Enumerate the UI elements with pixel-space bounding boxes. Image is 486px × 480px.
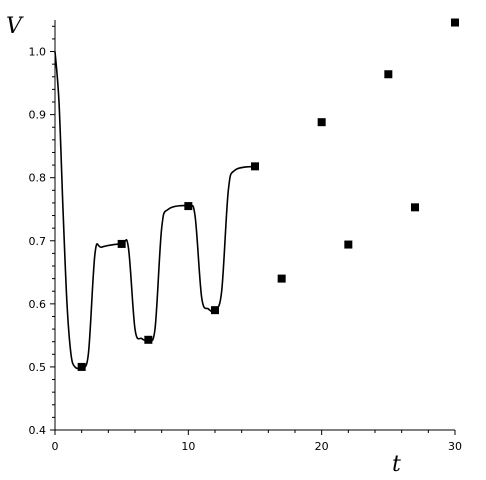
ticks: 0 10 20 30 0.4 0.5 0.6 0.7 0.8 0.9 1.0 [29, 25, 462, 453]
data-point-marker [211, 306, 219, 315]
y-tick-label: 0.5 [29, 361, 47, 374]
data-point-marker [317, 118, 326, 127]
data-point-marker [277, 274, 286, 283]
axes [54, 20, 455, 431]
data-point-marker [384, 70, 393, 79]
data-point-marker [451, 18, 459, 27]
data-point-marker [117, 239, 126, 248]
x-tick-label: 0 [52, 440, 59, 453]
data-point-marker [144, 335, 153, 344]
series-markers-group [77, 18, 459, 371]
y-tick-label: 0.7 [29, 235, 47, 248]
y-tick-label: 0.8 [29, 172, 47, 185]
y-tick-label: 0.6 [29, 298, 47, 311]
y-tick-label: 0.4 [29, 424, 47, 437]
series-line [54, 51, 256, 370]
y-axis-title: V [6, 14, 24, 39]
data-point-marker [411, 203, 419, 212]
data-point-marker [77, 362, 86, 371]
x-axis-title: t [392, 452, 401, 477]
x-tick-label: 10 [181, 440, 195, 453]
y-tick-label: 0.9 [29, 109, 47, 122]
x-tick-label: 20 [315, 440, 329, 453]
x-tick-label: 30 [448, 440, 462, 453]
data-point-marker [251, 162, 259, 171]
y-tick-label: 1.0 [29, 46, 47, 59]
data-point-marker [184, 202, 193, 211]
data-point-marker [344, 240, 353, 249]
series-line-group [54, 51, 256, 370]
